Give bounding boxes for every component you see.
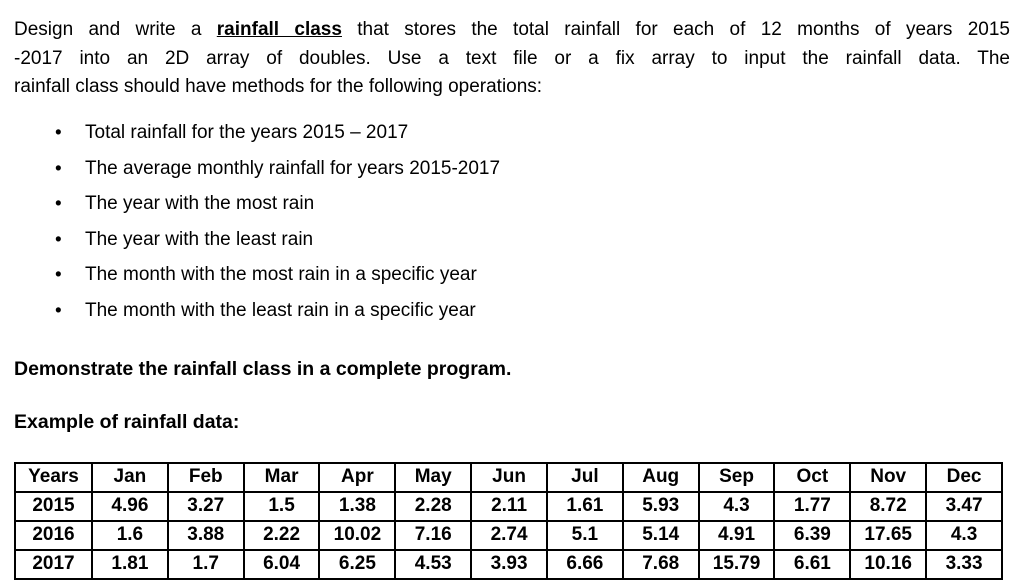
bullet-icon: • bbox=[55, 300, 62, 322]
rainfall-cell: 1.61 bbox=[545, 490, 624, 522]
table-row: 2016 1.6 3.88 2.22 10.02 7.16 2.74 5.1 5… bbox=[14, 519, 1003, 551]
table-header-row: Years Jan Feb Mar Apr May Jun Jul Aug Se… bbox=[14, 461, 1003, 493]
rainfall-cell: 17.65 bbox=[849, 519, 928, 551]
year-cell: 2017 bbox=[14, 548, 93, 580]
rainfall-cell: 5.1 bbox=[545, 519, 624, 551]
column-header-month: May bbox=[394, 461, 473, 493]
table-row: 2017 1.81 1.7 6.04 6.25 4.53 3.93 6.66 7… bbox=[14, 548, 1003, 580]
rainfall-cell: 5.93 bbox=[621, 490, 700, 522]
intro-paragraph-line-2: -2017 into an 2D array of doubles. Use a… bbox=[14, 47, 1010, 69]
rainfall-cell: 7.16 bbox=[394, 519, 473, 551]
table-row: 2015 4.96 3.27 1.5 1.38 2.28 2.11 1.61 5… bbox=[14, 490, 1003, 522]
intro-text-pre: Design and write a bbox=[14, 19, 217, 40]
list-item-text: The average monthly rainfall for years 2… bbox=[85, 157, 501, 179]
rainfall-cell: 15.79 bbox=[697, 548, 776, 580]
list-item-text: The month with the most rain in a specif… bbox=[85, 264, 477, 286]
list-item-text: The year with the least rain bbox=[85, 228, 314, 250]
bullet-icon: • bbox=[55, 264, 62, 286]
list-item: • The average monthly rainfall for years … bbox=[14, 151, 1010, 187]
column-header-month: Dec bbox=[925, 461, 1003, 493]
list-item-text: Total rainfall for the years 2015 – 2017 bbox=[85, 122, 409, 144]
column-header-month: Feb bbox=[166, 461, 245, 493]
list-item-text: The year with the most rain bbox=[85, 193, 315, 215]
intro-paragraph-line-3: rainfall class should have methods for t… bbox=[14, 76, 543, 97]
column-header-month: Apr bbox=[318, 461, 397, 493]
list-item: • The month with the most rain in a speci… bbox=[14, 258, 1010, 294]
column-header-month: Nov bbox=[849, 461, 928, 493]
list-item-text: The month with the least rain in a speci… bbox=[85, 299, 476, 321]
list-item: • The year with the least rain bbox=[14, 222, 1010, 258]
rainfall-cell: 3.27 bbox=[166, 490, 245, 522]
demonstrate-instruction: Demonstrate the rainfall class in a comp… bbox=[14, 357, 512, 380]
rainfall-cell: 3.47 bbox=[925, 490, 1003, 522]
column-header-month: Jan bbox=[91, 461, 169, 493]
rainfall-cell: 3.33 bbox=[925, 548, 1003, 580]
example-data-heading: Example of rainfall data: bbox=[14, 411, 240, 433]
rainfall-cell: 5.14 bbox=[621, 519, 700, 551]
year-cell: 2016 bbox=[14, 519, 93, 551]
column-header-month: Oct bbox=[773, 461, 852, 493]
column-header-years: Years bbox=[14, 461, 93, 493]
list-item: • Total rainfall for the years 2015 – 201… bbox=[14, 116, 1010, 152]
rainfall-cell: 3.93 bbox=[470, 548, 548, 580]
rainfall-cell: 1.38 bbox=[318, 490, 397, 522]
list-item: • The year with the most rain bbox=[14, 187, 1010, 223]
rainfall-cell: 6.25 bbox=[318, 548, 397, 580]
rainfall-cell: 2.28 bbox=[394, 490, 473, 522]
column-header-month: Jun bbox=[470, 461, 548, 493]
intro-paragraph: Design and write a rainfall class that s… bbox=[14, 16, 1010, 102]
rainfall-cell: 3.88 bbox=[166, 519, 245, 551]
rainfall-cell: 6.66 bbox=[545, 548, 624, 580]
rainfall-cell: 6.04 bbox=[242, 548, 321, 580]
rainfall-cell: 1.81 bbox=[91, 548, 169, 580]
column-header-month: Aug bbox=[621, 461, 700, 493]
rainfall-cell: 4.3 bbox=[697, 490, 776, 522]
bullet-icon: • bbox=[55, 229, 62, 251]
rainfall-cell: 7.68 bbox=[621, 548, 700, 580]
column-header-month: Sep bbox=[697, 461, 776, 493]
operations-list: • Total rainfall for the years 2015 – 201… bbox=[14, 116, 1010, 329]
column-header-month: Jul bbox=[545, 461, 624, 493]
rainfall-cell: 2.22 bbox=[242, 519, 321, 551]
rainfall-cell: 4.53 bbox=[394, 548, 473, 580]
rainfall-cell: 4.3 bbox=[925, 519, 1003, 551]
rainfall-cell: 8.72 bbox=[849, 490, 928, 522]
rainfall-data-table: Years Jan Feb Mar Apr May Jun Jul Aug Se… bbox=[14, 461, 1003, 580]
intro-text-post: that stores the total rainfall for each … bbox=[341, 19, 1010, 40]
intro-paragraph-line-1: Design and write a rainfall class that s… bbox=[14, 16, 1010, 45]
rainfall-cell: 2.11 bbox=[470, 490, 548, 522]
rainfall-cell: 2.74 bbox=[470, 519, 548, 551]
rainfall-cell: 10.16 bbox=[849, 548, 928, 580]
rainfall-cell: 1.6 bbox=[91, 519, 169, 551]
rainfall-cell: 4.96 bbox=[91, 490, 169, 522]
rainfall-class-emphasis: rainfall class bbox=[216, 19, 342, 40]
year-cell: 2015 bbox=[14, 490, 93, 522]
rainfall-cell: 6.39 bbox=[773, 519, 852, 551]
rainfall-cell: 1.77 bbox=[773, 490, 852, 522]
bullet-icon: • bbox=[55, 122, 62, 144]
rainfall-cell: 1.7 bbox=[166, 548, 245, 580]
list-item: • The month with the least rain in a spec… bbox=[14, 293, 1010, 329]
bullet-icon: • bbox=[55, 193, 62, 215]
rainfall-cell: 1.5 bbox=[242, 490, 321, 522]
rainfall-cell: 10.02 bbox=[318, 519, 397, 551]
rainfall-cell: 6.61 bbox=[773, 548, 852, 580]
rainfall-cell: 4.91 bbox=[697, 519, 776, 551]
bullet-icon: • bbox=[55, 158, 62, 180]
column-header-month: Mar bbox=[242, 461, 321, 493]
